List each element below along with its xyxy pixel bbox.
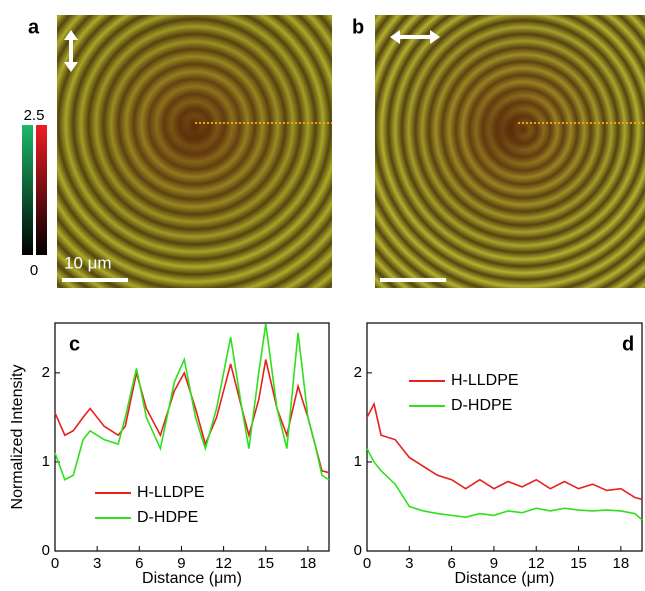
legend-label: H-LLDPE: [451, 372, 519, 389]
x-tick-label: 18: [300, 555, 317, 572]
scale-bar-label: 10 μm: [64, 253, 112, 272]
x-tick-label: 3: [405, 555, 413, 572]
y-tick-label: 1: [42, 453, 50, 470]
x-tick-label: 9: [490, 555, 498, 572]
x-tick-label: 0: [363, 555, 371, 572]
y-tick-label: 2: [42, 364, 50, 381]
colorbar-tick-label: 2.5: [24, 107, 45, 124]
colorbar-green: [22, 125, 33, 255]
x-tick-label: 15: [257, 555, 274, 572]
data-line: [54, 323, 330, 481]
x-tick-label: 18: [613, 555, 630, 572]
colorbar-tick-label: 0: [30, 262, 38, 279]
x-axis-label: Distance (μm): [455, 570, 555, 587]
micrograph-shade: [375, 15, 645, 288]
x-tick-label: 6: [447, 555, 455, 572]
colorbar-red: [36, 125, 47, 255]
polarizer-arrow: [64, 30, 78, 72]
data-line: [366, 448, 643, 521]
micrograph-shade: [57, 15, 332, 288]
polarizer-arrow: [390, 30, 440, 44]
legend-label: D-HDPE: [451, 397, 512, 414]
y-tick-label: 0: [354, 542, 362, 559]
panel-label: c: [69, 333, 80, 355]
x-tick-label: 0: [51, 555, 59, 572]
x-tick-label: 12: [528, 555, 545, 572]
legend-label: D-HDPE: [137, 509, 198, 526]
x-tick-label: 6: [135, 555, 143, 572]
plot-frame: [366, 322, 643, 552]
panel-label: d: [622, 333, 634, 355]
data-line: [54, 359, 330, 474]
legend-label: H-LLDPE: [137, 484, 205, 501]
y-tick-label: 1: [354, 453, 362, 470]
y-tick-label: 0: [42, 542, 50, 559]
x-tick-label: 9: [177, 555, 185, 572]
y-tick-label: 2: [354, 364, 362, 381]
x-tick-label: 15: [570, 555, 587, 572]
panel-label: a: [28, 16, 40, 38]
panel-label: b: [352, 16, 364, 38]
x-tick-label: 12: [215, 555, 232, 572]
y-axis-label: Normalized Intensity: [9, 365, 26, 510]
colorbar-axis: 02.5: [24, 107, 45, 279]
x-tick-label: 3: [93, 555, 101, 572]
plot-frame: [54, 322, 330, 552]
x-axis-label: Distance (μm): [142, 570, 242, 587]
data-line: [366, 401, 643, 501]
